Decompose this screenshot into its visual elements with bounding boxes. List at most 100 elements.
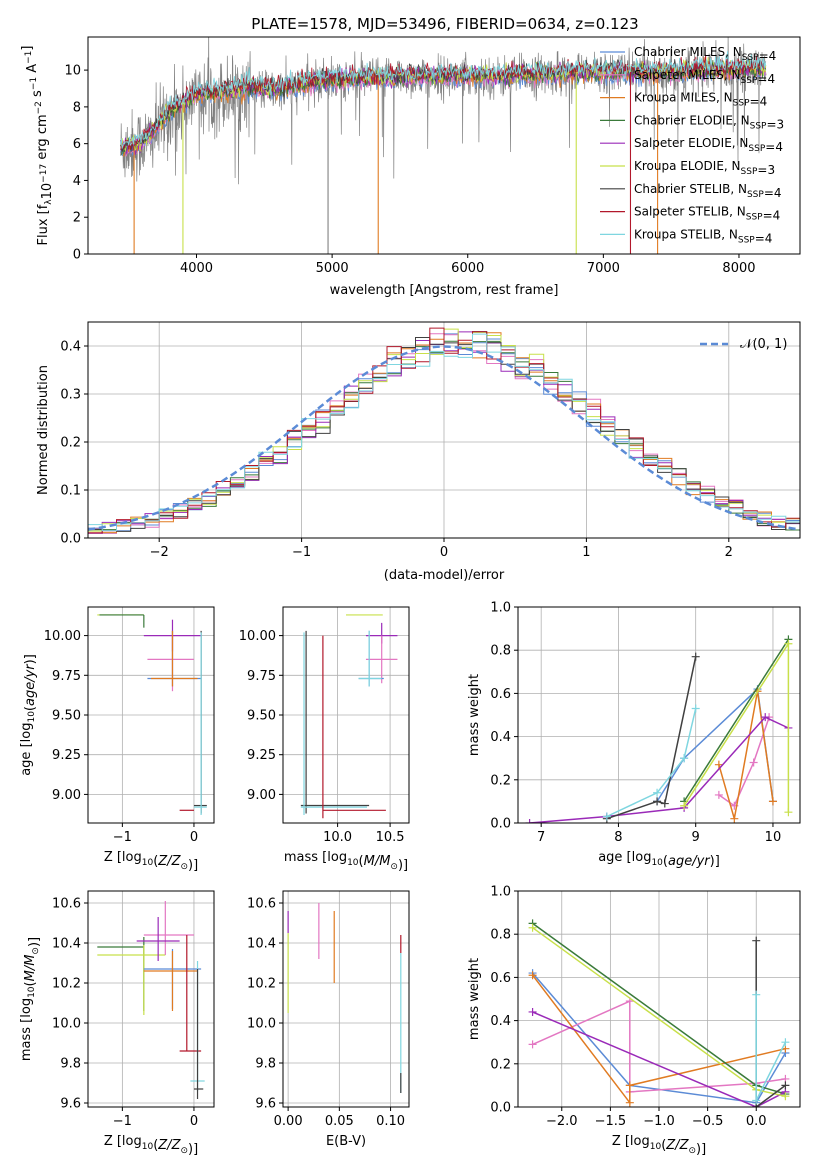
x-tick-label: 9 [692,830,700,845]
x-axis-label: Z [log10(Z/Z⊙)] [104,850,198,873]
weight-marker [660,799,669,808]
weight-marker [752,936,761,945]
x-axis-label-part: )] [710,854,720,869]
weight-marker [761,713,770,722]
panel-mass_weight_vs_Z: −2.0 −1.5 −1.0 −0.5 0.0 0.0 0.2 0.4 0.6 0.8 1.0 Z [… [467,885,801,1157]
y-tick-label: 10.00 [44,629,81,644]
x-tick-label: 10.0 [323,830,352,845]
x-axis-label-part: 10 [347,858,359,868]
y-tick-label: 0 [73,248,81,263]
x-axis-label-part: ⊙ [180,1146,188,1156]
plot-area [528,919,790,1107]
x-tick-label: −1 [113,830,132,845]
legend-label-part: Kroupa MILES, N [634,91,733,105]
legend-label-part: SSP [747,190,764,200]
y-tick-label: 0.0 [490,1101,511,1116]
histogram-8 [88,333,800,532]
y-tick-label: 0.4 [490,730,511,745]
y-axis-label-part: M/M [23,955,38,982]
weight-line-2 [718,691,774,819]
figure-title: PLATE=1578, MJD=53496, FIBERID=0634, z=0… [251,15,638,33]
y-tick-label: 10.2 [52,977,81,992]
y-tick-label: 10.2 [247,977,276,992]
x-axis-label-part: ⊙ [180,862,188,872]
weight-marker [528,971,537,980]
y-axis-label-part: mass [log [19,998,34,1061]
x-tick-label: 0 [190,1114,198,1129]
weight-marker [528,1040,537,1049]
legend-label: Salpeter MILES, NSSP=4 [634,68,775,86]
legend-label-part: SSP [746,213,763,223]
legend-label: Kroupa STELIB, NSSP=4 [634,227,772,245]
y-tick-label: 10 [64,64,81,79]
weight-marker [680,754,689,763]
y-axis-label-part: −1 [24,51,34,64]
weight-marker [653,788,662,797]
legend-label-part: Salpeter ELODIE, N [634,136,748,150]
x-tick-label: 8 [614,830,622,845]
x-tick-label: 0.10 [376,1114,405,1129]
weight-marker [691,652,700,661]
y-tick-label: 0.4 [490,1014,511,1029]
legend-label-part: Chabrier ELODIE, N [634,113,750,127]
weight-line-4 [532,1011,786,1107]
weight-marker [525,819,534,823]
y-tick-label: 1.0 [490,601,511,616]
y-axis-label: mass weight [467,958,482,1040]
x-tick-label: 0.05 [325,1114,354,1129]
weight-marker [781,1092,790,1101]
weight-marker [625,1098,634,1107]
panel-residuals: −2 −1 0 1 2 0.0 0.1 0.2 0.3 0.4 𝒩(0, 1) (data-model… [36,321,801,583]
y-axis-label-part: λ [44,199,54,205]
x-tick-label: 2 [725,545,733,560]
weight-marker [691,704,700,713]
y-axis-label-part: ( [23,706,38,711]
x-axis-label-part: 10 [142,1142,154,1152]
x-axis-label: mass [log10(M/M⊙)] [284,850,408,873]
y-axis-label-part: −2 [34,101,44,114]
x-tick-label: 0.0 [746,1114,767,1129]
legend-label-part: =4 [763,209,781,223]
y-axis-label-part: erg cm [35,114,50,163]
y-tick-label: 0.3 [60,388,81,403]
y-tick-label: 2 [73,211,81,226]
histogram-7 [88,327,800,534]
legend-label: Chabrier ELODIE, NSSP=3 [634,113,784,131]
y-tick-label: 0.2 [490,773,511,788]
model-spectrum-8 [120,51,767,149]
x-axis-label: Z [log10(Z/Z⊙)] [104,1134,198,1157]
legend-label: Chabrier STELIB, NSSP=4 [634,182,782,200]
x-tick-label: −1.0 [643,1114,675,1129]
weight-marker [680,801,689,810]
x-axis-label-part: ( [663,854,668,869]
plot-area [287,903,402,1093]
y-tick-label: 9.75 [52,669,81,684]
normal-curve [88,345,800,531]
plot-area [97,614,207,816]
y-axis-label-part: age [log [19,723,34,776]
y-axis-label-part: age/yr [23,663,38,706]
x-tick-label: 10 [765,830,782,845]
y-tick-label: 9.8 [60,1057,81,1072]
weight-line-0 [532,972,787,1104]
axes-frame [87,321,801,539]
y-axis-label-part: ] [20,46,35,51]
y-tick-label: 9.00 [52,788,81,803]
y-tick-label: 8 [73,100,81,115]
axes-frame [517,606,801,824]
legend-label-part: =4 [764,186,782,200]
x-axis-label-part: Z/Z [157,854,181,869]
weight-marker [528,923,537,932]
x-tick-label: 0 [190,830,198,845]
y-axis-label-part: ⊙ [31,947,41,955]
x-tick-label: −1 [113,1114,132,1129]
y-tick-label: 10.0 [247,1017,276,1032]
x-tick-label: −2.0 [546,1114,578,1129]
weight-line-0 [656,687,774,802]
x-tick-label: 7 [537,830,545,845]
weight-marker [749,758,758,767]
y-tick-label: 10.4 [247,937,276,952]
y-tick-label: 9.6 [60,1097,81,1112]
